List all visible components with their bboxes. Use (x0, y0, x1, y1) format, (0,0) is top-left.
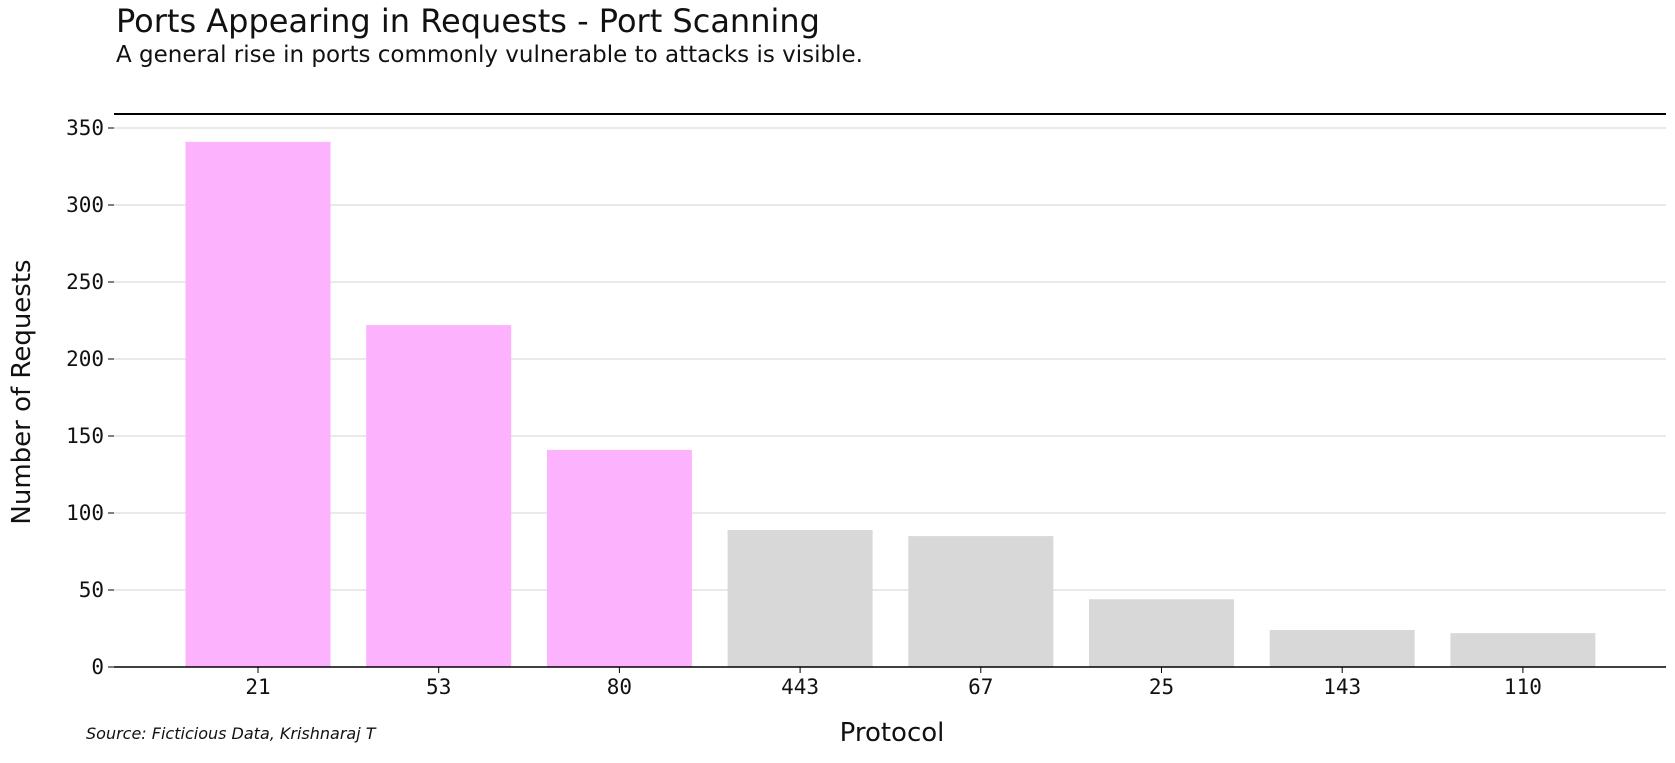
bar-110 (1450, 633, 1596, 667)
x-tick-label: 53 (426, 675, 451, 699)
chart-title: Ports Appearing in Requests - Port Scann… (116, 2, 820, 40)
y-tick-label: 100 (66, 501, 104, 525)
chart-subtitle: A general rise in ports commonly vulnera… (116, 42, 863, 68)
bar-67 (908, 536, 1054, 667)
x-tick-label: 110 (1504, 675, 1542, 699)
x-tick-label: 25 (1149, 675, 1174, 699)
bar-443 (727, 529, 873, 667)
x-tick-label: 67 (968, 675, 993, 699)
y-tick-label: 0 (91, 655, 104, 679)
y-tick-label: 250 (66, 270, 104, 294)
source-note: Source: Ficticious Data, Krishnaraj T (86, 724, 376, 743)
x-axis-label: Protocol (839, 718, 945, 748)
y-tick-label: 350 (66, 116, 104, 140)
y-tick-label: 150 (66, 424, 104, 448)
x-tick-label: 443 (781, 675, 819, 699)
y-tick-label: 200 (66, 347, 104, 371)
x-tick-label: 143 (1323, 675, 1361, 699)
bar-53 (366, 325, 512, 667)
bar-143 (1269, 630, 1415, 667)
bar-80 (546, 449, 692, 667)
x-tick-label: 80 (607, 675, 632, 699)
y-tick-label: 50 (79, 578, 104, 602)
bar-21 (185, 141, 331, 668)
y-tick-label: 300 (66, 193, 104, 217)
x-tick-label: 21 (245, 675, 270, 699)
bar-25 (1089, 599, 1234, 667)
